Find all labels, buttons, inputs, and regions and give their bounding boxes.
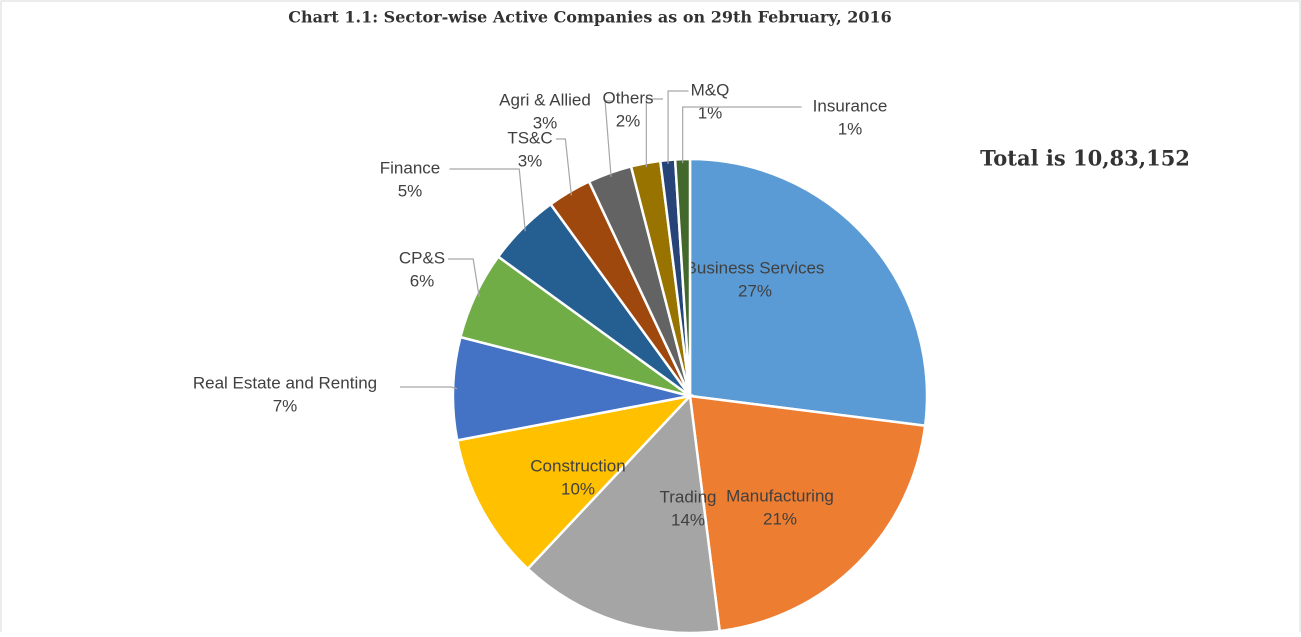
pie-slice xyxy=(688,394,927,633)
slice-label: Construction xyxy=(530,456,625,475)
slice-value-label: 1% xyxy=(838,119,863,138)
slice-label: Insurance xyxy=(813,96,888,115)
slice-value-label: 1% xyxy=(698,103,723,122)
slice-value-label: 2% xyxy=(616,111,641,130)
slice-value-label: 10% xyxy=(561,479,595,498)
pie-slice xyxy=(451,335,691,442)
leader-line xyxy=(556,138,572,196)
slice-label: TS&C xyxy=(507,128,552,147)
annotation: Total is 10,83,152 xyxy=(980,146,1190,171)
slice-value-label: 3% xyxy=(533,113,558,132)
slice-label: M&Q xyxy=(691,80,730,99)
slice-value-label: 21% xyxy=(763,509,797,528)
slice-value-label: 5% xyxy=(398,181,423,200)
slice-label: Trading xyxy=(659,487,716,506)
slice-value-label: 3% xyxy=(518,151,543,170)
slice-label: CP&S xyxy=(399,248,445,267)
pie-slice xyxy=(688,157,929,428)
leader-line xyxy=(682,106,802,164)
leader-line xyxy=(448,258,480,297)
leader-line xyxy=(645,98,663,168)
chart-title: Chart 1.1: Sector-wise Active Companies … xyxy=(288,8,892,27)
slice-label: Real Estate and Renting xyxy=(193,373,377,392)
slice-label: Finance xyxy=(380,158,440,177)
slice-label: Business Services xyxy=(686,258,825,277)
slice-value-label: 7% xyxy=(273,396,298,415)
leader-line xyxy=(667,90,689,165)
leader-line xyxy=(400,386,458,390)
slice-label: Agri & Allied xyxy=(499,90,591,109)
slice-value-label: 27% xyxy=(738,281,772,300)
pie-slice xyxy=(455,394,694,571)
leader-line xyxy=(604,100,612,177)
slice-value-label: 6% xyxy=(410,271,435,290)
slice-label: Manufacturing xyxy=(726,486,834,505)
slice-value-label: 14% xyxy=(671,510,705,529)
leader-line xyxy=(449,168,526,232)
slice-label: Others xyxy=(602,88,653,107)
